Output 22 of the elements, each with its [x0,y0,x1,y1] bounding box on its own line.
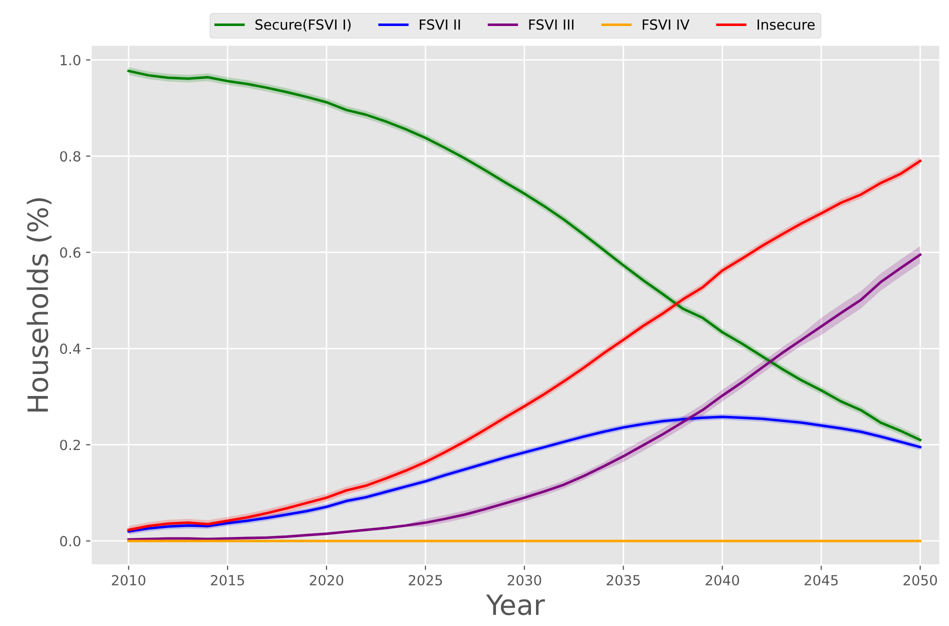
legend-label: Insecure [758,19,815,30]
x-tick-label: 2045 [804,574,838,586]
y-tick-label: 0.8 [60,151,80,162]
y-tick-label: 0.6 [60,247,80,258]
x-tick-label: 2020 [310,574,344,586]
y-tick-label: 0.4 [60,344,80,354]
legend-label: FSVI III [529,19,574,30]
x-axis-title: Year [486,594,545,616]
x-tick-label: 2050 [904,574,937,586]
x-tick-label: 2035 [606,574,640,586]
y-tick-label: 0.2 [60,440,80,450]
y-axis-title: Households (%) [26,198,52,412]
legend-label: FSVI II [420,19,460,30]
x-tick-label: 2010 [112,574,146,586]
x-tick-label: 2040 [706,574,740,586]
legend-label: Secure(FSVI I) [255,19,351,32]
x-tick-label: 2015 [210,574,244,586]
y-tick-label: 1.0 [60,54,80,66]
legend-label: FSVI IV [642,19,690,30]
x-tick-label: 2030 [508,574,542,586]
x-tick-label: 2025 [408,574,442,586]
y-tick-label: 0.0 [60,536,80,546]
